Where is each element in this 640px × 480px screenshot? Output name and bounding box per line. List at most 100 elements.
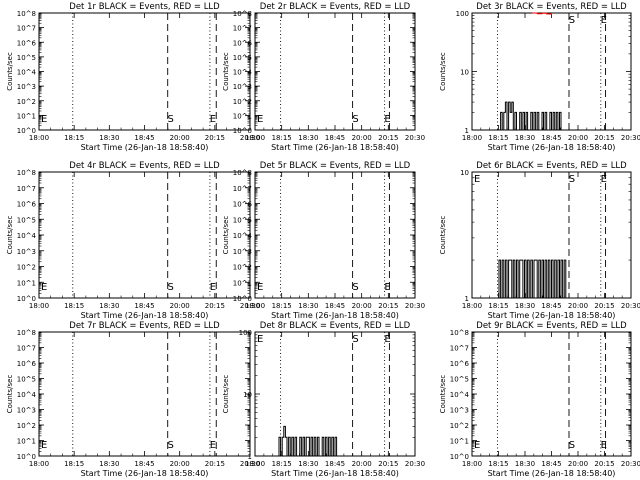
panel-title: Det 1r BLACK = Events, RED = LLD xyxy=(69,2,220,12)
x-tick-label: 20:30 xyxy=(240,134,260,142)
x-tick-label: 20:30 xyxy=(405,134,425,142)
x-tick-label: 20:00 xyxy=(352,460,372,468)
x-tick-label: 18:30 xyxy=(99,460,119,468)
y-tick-label: 10^8 xyxy=(233,10,252,18)
x-tick-label: 18:45 xyxy=(134,302,154,310)
y-tick-label: 10^4 xyxy=(233,69,253,77)
detector-panel: Det 8r BLACK = Events, RED = LLD 1 10 100 18… xyxy=(222,321,425,478)
x-tick-label: 20:15 xyxy=(594,302,614,310)
x-tick-label: 18:30 xyxy=(515,460,535,468)
y-tick-label: 10^2 xyxy=(233,98,252,106)
y-axis-title: Counts/sec xyxy=(6,375,14,414)
x-axis-title: Start Time (26-Jan-18 18:58:40) xyxy=(271,311,399,320)
x-tick-label: 20:30 xyxy=(405,302,425,310)
y-tick-label: 10^0 xyxy=(450,453,469,461)
y-tick-label: 10^7 xyxy=(17,185,36,193)
panel-title: Det 5r BLACK = Events, RED = LLD xyxy=(260,161,411,171)
x-tick-label: 18:00 xyxy=(245,460,265,468)
y-tick-label: 10^8 xyxy=(17,10,36,18)
x-tick-label: 18:45 xyxy=(325,460,345,468)
y-tick-label: 10^7 xyxy=(17,25,36,33)
x-axis-title: Start Time (26-Jan-18 18:58:40) xyxy=(81,143,209,152)
y-tick-label: 1 xyxy=(248,453,252,461)
events-series-line xyxy=(472,101,631,131)
y-tick-label: 10^4 xyxy=(17,232,37,240)
x-tick-label: 18:30 xyxy=(298,302,318,310)
x-tick-label: 20:15 xyxy=(594,134,614,142)
marker-label: E xyxy=(384,334,390,345)
x-tick-label: 18:45 xyxy=(325,134,345,142)
x-tick-label: 18:45 xyxy=(541,302,561,310)
y-tick-label: 10^4 xyxy=(17,391,37,399)
marker-label: E xyxy=(41,440,47,451)
y-tick-label: 100 xyxy=(456,10,469,18)
x-axis-title: Start Time (26-Jan-18 18:58:40) xyxy=(488,311,616,320)
y-tick-label: 10^6 xyxy=(17,360,37,368)
y-tick-label: 10^3 xyxy=(233,248,252,256)
y-tick-label: 10^8 xyxy=(233,169,252,177)
x-tick-label: 18:30 xyxy=(298,134,318,142)
y-tick-label: 10^8 xyxy=(450,329,469,337)
detector-panel: Det 1r BLACK = Events, RED = LLD 10^0 10^1… xyxy=(6,2,260,152)
y-tick-label: 10^6 xyxy=(17,201,37,209)
x-tick-label: 18:45 xyxy=(541,134,561,142)
x-tick-label: 18:00 xyxy=(29,134,49,142)
detector-panel: Det 6r BLACK = Events, RED = LLD 1 10 18:00… xyxy=(439,161,640,320)
y-tick-label: 10^5 xyxy=(233,54,252,62)
x-axis-title: Start Time (26-Jan-18 18:58:40) xyxy=(488,143,616,152)
x-tick-label: 20:30 xyxy=(240,302,260,310)
x-tick-label: 18:45 xyxy=(541,460,561,468)
x-tick-label: 18:15 xyxy=(488,134,508,142)
x-tick-label: 18:15 xyxy=(64,302,84,310)
detector-panel: Det 2r BLACK = Events, RED = LLD 10^0 10^1… xyxy=(222,2,425,152)
y-tick-label: 10^4 xyxy=(17,69,37,77)
x-tick-label: 20:15 xyxy=(205,134,225,142)
x-tick-label: 18:45 xyxy=(134,460,154,468)
y-axis-title: Counts/sec xyxy=(439,216,447,255)
marker-label: E xyxy=(384,114,390,125)
x-tick-label: 18:00 xyxy=(29,302,49,310)
marker-label: E xyxy=(257,334,263,345)
detector-panel: Det 3r BLACK = Events, RED = LLD 1 10 100 18… xyxy=(439,2,640,152)
marker-label: E xyxy=(601,174,607,185)
y-tick-label: 10^0 xyxy=(17,295,36,303)
x-tick-label: 18:00 xyxy=(462,460,482,468)
x-tick-label: 18:15 xyxy=(272,134,292,142)
plot-frame xyxy=(471,331,632,457)
plot-frame xyxy=(38,12,251,131)
y-tick-label: 10^6 xyxy=(233,201,253,209)
x-tick-label: 20:30 xyxy=(405,460,425,468)
x-tick-label: 20:00 xyxy=(170,134,190,142)
x-tick-label: 18:00 xyxy=(29,460,49,468)
detector-panel: Det 9r BLACK = Events, RED = LLD 10^0 10^1… xyxy=(439,321,640,478)
panel-title: Det 6r BLACK = Events, RED = LLD xyxy=(476,161,627,171)
y-tick-label: 10^2 xyxy=(233,264,252,272)
panel-title: Det 7r BLACK = Events, RED = LLD xyxy=(69,321,220,331)
x-tick-label: 18:30 xyxy=(99,302,119,310)
events-series-line xyxy=(472,259,631,299)
detector-panel: Det 7r BLACK = Events, RED = LLD 10^0 10^1… xyxy=(6,321,260,478)
x-tick-label: 18:00 xyxy=(245,134,265,142)
y-tick-label: 10^3 xyxy=(17,407,36,415)
y-tick-label: 10^3 xyxy=(17,248,36,256)
y-tick-label: 10^4 xyxy=(233,232,253,240)
x-tick-label: 18:15 xyxy=(488,302,508,310)
x-tick-label: 18:45 xyxy=(134,134,154,142)
x-tick-label: 20:15 xyxy=(205,302,225,310)
plot-frame xyxy=(38,331,251,457)
y-tick-label: 10^3 xyxy=(233,83,252,91)
y-axis-title: Counts/sec xyxy=(439,52,447,91)
panel-title: Det 8r BLACK = Events, RED = LLD xyxy=(260,321,411,331)
y-tick-label: 10^1 xyxy=(450,438,469,446)
x-axis-title: Start Time (26-Jan-18 18:58:40) xyxy=(81,311,209,320)
y-tick-label: 10^1 xyxy=(17,112,36,120)
y-tick-label: 10^1 xyxy=(233,279,252,287)
marker-label: S xyxy=(352,282,358,293)
x-tick-label: 20:30 xyxy=(240,460,260,468)
y-tick-label: 10^5 xyxy=(233,216,252,224)
panel-title: Det 4r BLACK = Events, RED = LLD xyxy=(69,161,220,171)
y-tick-label: 10^5 xyxy=(450,376,469,384)
marker-label: S xyxy=(569,440,575,451)
y-tick-label: 10^2 xyxy=(17,422,36,430)
panel-title: Det 9r BLACK = Events, RED = LLD xyxy=(476,321,627,331)
